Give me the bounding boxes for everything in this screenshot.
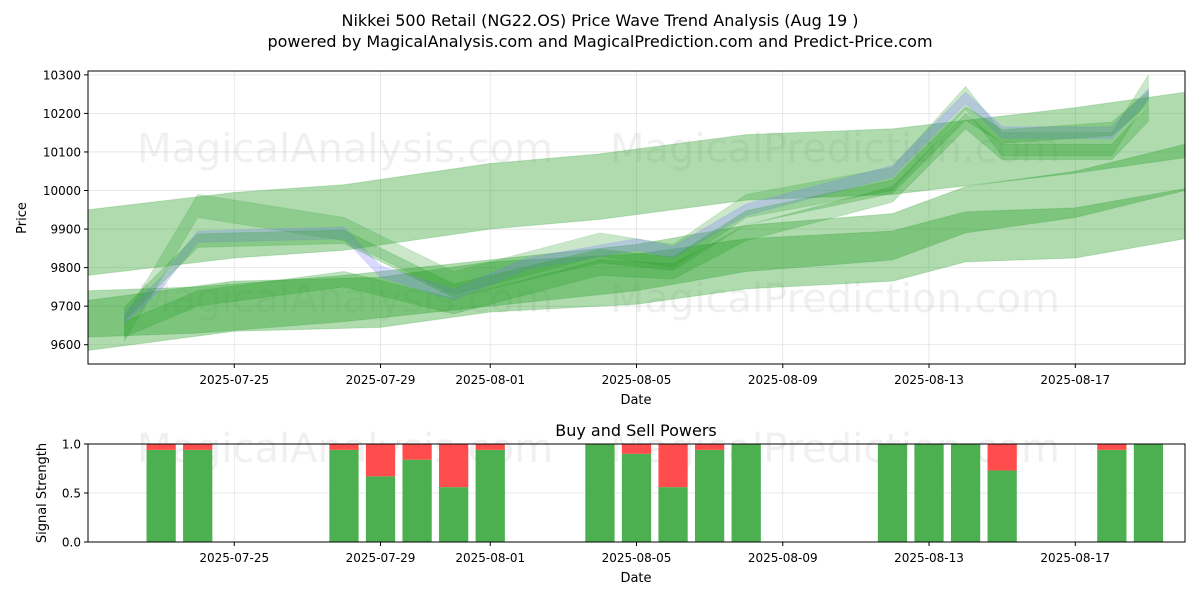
- price-y-tick-label: 10300: [43, 68, 81, 82]
- price-x-tick-label: 2025-07-29: [346, 373, 416, 387]
- buy-bar: [585, 444, 615, 542]
- price-x-tick-label: 2025-07-25: [199, 373, 269, 387]
- price-x-label: Date: [620, 393, 651, 408]
- signal-x-tick-label: 2025-08-17: [1040, 551, 1110, 565]
- signal-x-ticks: 2025-07-25 2025-07-29 2025-08-01 2025-08-05…: [199, 542, 1110, 565]
- buy-bar: [1133, 444, 1164, 542]
- signal-x-tick-label: 2025-07-29: [346, 551, 416, 565]
- price-x-ticks: 2025-07-25 2025-07-29 2025-08-01 2025-08-05…: [199, 364, 1110, 387]
- signal-x-tick-label: 2025-08-05: [602, 551, 672, 565]
- price-y-tick-label: 10100: [43, 145, 81, 159]
- price-y-tick-label: 9900: [50, 223, 81, 237]
- price-y-tick-label: 9700: [50, 300, 81, 314]
- price-y-label: Price: [15, 202, 30, 234]
- sell-bar: [402, 444, 432, 460]
- buy-bar: [183, 449, 213, 542]
- price-x-tick-label: 2025-08-17: [1040, 373, 1110, 387]
- buy-bar: [365, 476, 396, 542]
- price-wave-band-5: [124, 87, 1149, 325]
- sell-bar: [365, 444, 396, 477]
- signal-y-ticks: 0.0 0.5 1.0: [62, 438, 88, 550]
- signal-x-label: Date: [620, 571, 651, 586]
- signal-x-tick-label: 2025-08-01: [455, 551, 525, 565]
- buy-bar: [877, 444, 908, 542]
- buy-bar: [621, 453, 652, 542]
- buy-bar: [475, 449, 505, 542]
- buy-bar: [439, 487, 469, 542]
- watermark-top-right: MagicalPrediction.com: [610, 126, 1060, 172]
- price-y-tick-label: 10000: [43, 184, 81, 198]
- signal-y-label: Signal Strength: [35, 443, 50, 543]
- buy-bar: [695, 449, 725, 542]
- price-y-ticks: 9600 9700 9800 9900 10000 10100 10200 10300: [43, 68, 88, 352]
- buy-bar: [987, 470, 1017, 542]
- sell-bar: [695, 444, 725, 450]
- sell-bar: [621, 444, 652, 454]
- buy-bar: [329, 449, 359, 542]
- price-y-tick-label: 9600: [50, 338, 81, 352]
- sell-bar: [658, 444, 688, 488]
- price-x-tick-label: 2025-08-13: [894, 373, 964, 387]
- buy-bar: [146, 449, 176, 542]
- price-wave-band-3: [88, 143, 1185, 338]
- signal-bars: [146, 444, 1164, 542]
- signal-panel: Buy and Sell Powers MagicalAnalysis.com …: [35, 421, 1186, 586]
- price-wave-band-2: [88, 188, 1185, 352]
- signal-x-tick-label: 2025-07-25: [199, 551, 269, 565]
- buy-bar: [914, 444, 944, 542]
- watermark-top-left: MagicalAnalysis.com: [137, 126, 553, 172]
- signal-x-tick-label: 2025-08-13: [894, 551, 964, 565]
- price-grid: [88, 71, 1185, 364]
- buy-bar: [950, 444, 981, 542]
- buy-bar: [1097, 449, 1127, 542]
- sell-bar: [183, 444, 213, 450]
- price-x-tick-label: 2025-08-09: [748, 373, 818, 387]
- signal-x-tick-label: 2025-08-09: [748, 551, 818, 565]
- sell-bar: [1097, 444, 1127, 450]
- watermark-mid-right: MagicalPrediction.com: [610, 276, 1060, 322]
- price-x-tick-label: 2025-08-01: [455, 373, 525, 387]
- chart-subtitle: powered by MagicalAnalysis.com and Magic…: [267, 32, 932, 51]
- price-y-tick-label: 9800: [50, 261, 81, 275]
- price-y-tick-label: 10200: [43, 107, 81, 121]
- sell-bar: [475, 444, 505, 450]
- signal-y-tick-label: 1.0: [62, 438, 81, 452]
- signal-title: Buy and Sell Powers: [555, 421, 717, 440]
- price-wave-band-4: [124, 74, 1149, 342]
- watermark-mid-left: MagicalAnalysis.com: [137, 276, 553, 322]
- buy-bar: [731, 444, 761, 542]
- price-plot-area: [88, 71, 1185, 364]
- sell-bar: [146, 444, 176, 450]
- sell-bar: [329, 444, 359, 450]
- price-panel: MagicalAnalysis.com MagicalPrediction.co…: [15, 68, 1186, 408]
- price-wave-band-6: [124, 105, 1149, 338]
- price-bands: [88, 74, 1185, 352]
- signal-y-tick-label: 0.0: [62, 536, 81, 550]
- price-wave-band-1: [88, 91, 1185, 276]
- chart-title: Nikkei 500 Retail (NG22.OS) Price Wave T…: [341, 11, 858, 30]
- buy-bar: [658, 487, 688, 542]
- signal-y-tick-label: 0.5: [62, 487, 81, 501]
- sell-bar: [987, 444, 1017, 471]
- price-x-tick-label: 2025-08-05: [602, 373, 672, 387]
- sell-bar: [439, 444, 469, 488]
- price-wave-band-7: [124, 90, 1149, 322]
- buy-bar: [402, 459, 432, 542]
